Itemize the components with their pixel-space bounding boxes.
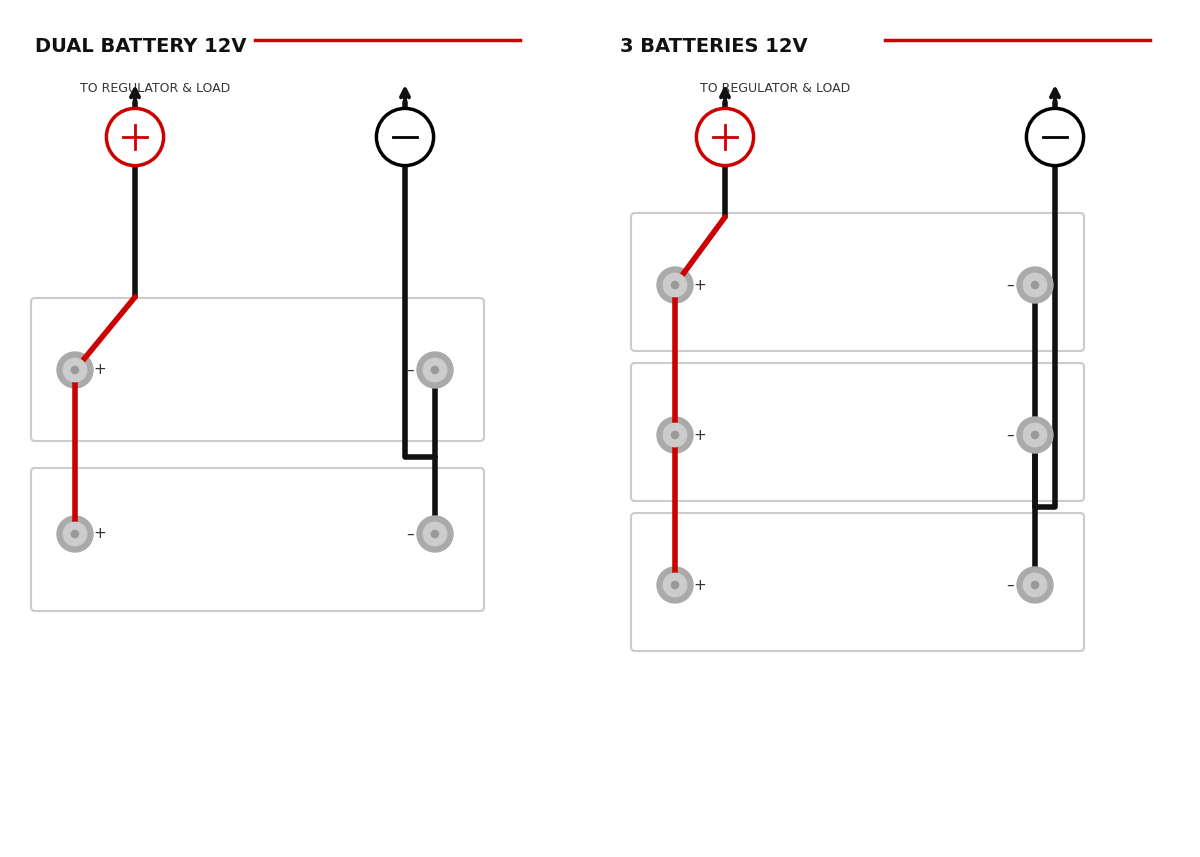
Circle shape <box>704 116 746 158</box>
Circle shape <box>114 116 156 158</box>
FancyBboxPatch shape <box>31 468 484 611</box>
FancyBboxPatch shape <box>631 213 1084 351</box>
Circle shape <box>664 423 686 446</box>
Circle shape <box>384 116 426 158</box>
Text: +: + <box>694 428 707 442</box>
Circle shape <box>377 108 433 165</box>
Text: DUAL BATTERY 12V: DUAL BATTERY 12V <box>35 37 246 56</box>
Text: TO REGULATOR & LOAD: TO REGULATOR & LOAD <box>700 82 850 95</box>
Circle shape <box>424 358 446 381</box>
Circle shape <box>107 108 163 165</box>
Text: +: + <box>94 363 107 377</box>
Circle shape <box>672 581 679 589</box>
Circle shape <box>1032 581 1039 589</box>
Text: +: + <box>694 278 707 292</box>
Circle shape <box>418 352 454 388</box>
Circle shape <box>658 417 694 453</box>
Circle shape <box>58 352 94 388</box>
Circle shape <box>1018 267 1054 303</box>
Text: TO REGULATOR & LOAD: TO REGULATOR & LOAD <box>80 82 230 95</box>
Text: –: – <box>1006 578 1014 592</box>
Text: –: – <box>406 363 414 377</box>
Circle shape <box>1018 567 1054 603</box>
Circle shape <box>72 530 79 537</box>
Circle shape <box>658 267 694 303</box>
FancyBboxPatch shape <box>31 298 484 441</box>
Circle shape <box>1034 116 1076 158</box>
Circle shape <box>1026 108 1084 165</box>
Circle shape <box>1024 573 1046 596</box>
Circle shape <box>432 367 439 374</box>
FancyBboxPatch shape <box>631 513 1084 651</box>
Circle shape <box>1018 417 1054 453</box>
Text: –: – <box>406 526 414 542</box>
Circle shape <box>64 522 86 546</box>
Circle shape <box>658 567 694 603</box>
Circle shape <box>664 573 686 596</box>
Circle shape <box>64 358 86 381</box>
Text: –: – <box>1006 428 1014 442</box>
Circle shape <box>58 516 94 552</box>
Text: +: + <box>94 526 107 542</box>
Circle shape <box>1032 281 1039 289</box>
Circle shape <box>1024 423 1046 446</box>
Circle shape <box>72 367 79 374</box>
Circle shape <box>1032 431 1039 439</box>
Circle shape <box>696 108 754 165</box>
FancyBboxPatch shape <box>631 363 1084 501</box>
Circle shape <box>424 522 446 546</box>
Text: +: + <box>694 578 707 592</box>
Circle shape <box>418 516 454 552</box>
Circle shape <box>664 273 686 297</box>
Circle shape <box>1024 273 1046 297</box>
Circle shape <box>672 431 679 439</box>
Circle shape <box>672 281 679 289</box>
Text: –: – <box>1006 278 1014 292</box>
Text: 3 BATTERIES 12V: 3 BATTERIES 12V <box>620 37 808 56</box>
Circle shape <box>432 530 439 537</box>
